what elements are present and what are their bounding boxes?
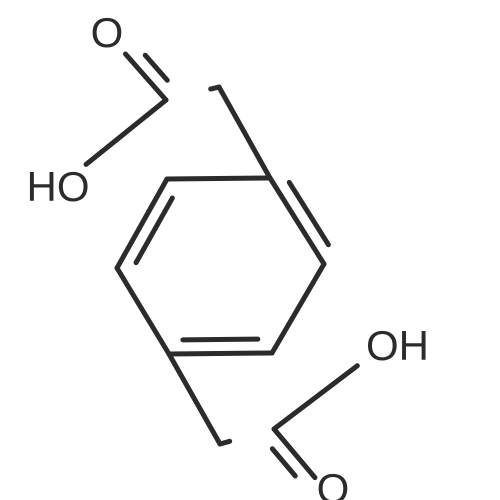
bond: [272, 264, 324, 353]
bond: [126, 54, 166, 100]
molecule-svg: O HO O OH: [0, 0, 500, 500]
atom-label-o10: HO: [27, 163, 90, 210]
bond-inner: [183, 339, 258, 340]
bond: [219, 87, 270, 178]
bond: [167, 178, 270, 179]
bond: [220, 441, 230, 444]
bond: [169, 354, 220, 444]
atom-label-o9: O: [91, 9, 124, 56]
bond: [274, 429, 315, 478]
bond-inner: [136, 198, 172, 263]
atom-label-o14: OH: [366, 322, 429, 369]
molecule-canvas: O HO O OH: [0, 0, 500, 500]
atom-label-o13: O: [317, 465, 350, 500]
bond: [274, 366, 357, 429]
bond: [86, 100, 166, 164]
bond: [169, 353, 272, 354]
bond: [211, 87, 219, 89]
bond: [117, 268, 169, 354]
